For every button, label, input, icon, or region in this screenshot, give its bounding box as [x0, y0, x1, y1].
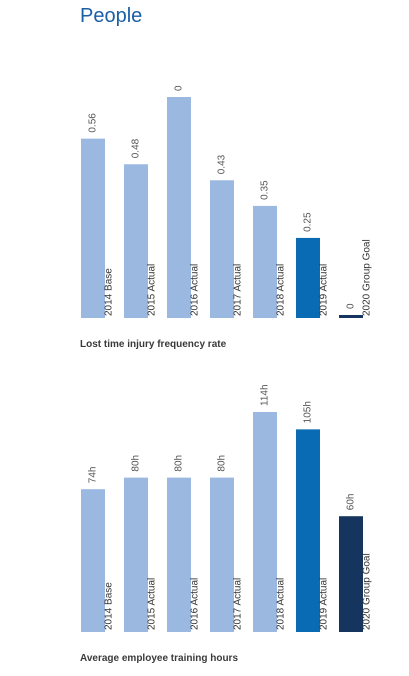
bar-4 — [253, 205, 277, 318]
category-label-1: 2015 Actual — [147, 264, 158, 316]
category-label-1: 2015 Actual — [147, 578, 158, 630]
bar-1 — [124, 477, 148, 632]
category-label-2: 2016 Actual — [190, 264, 201, 316]
training-hours-chart: 74h 2014 Base 80h 2015 Actual 80h 2016 Actual… — [81, 384, 373, 632]
ltifr-chart-title: Lost time injury frequency rate — [80, 339, 227, 350]
value-label-4: 114h — [260, 384, 271, 406]
value-label-2: 80h — [174, 455, 185, 472]
category-label-2: 2016 Actual — [190, 578, 201, 630]
value-label-0: 0.56 — [88, 113, 99, 133]
page-title: People — [80, 5, 143, 27]
training-hours-chart-title: Average employee training hours — [80, 653, 239, 664]
value-label-6: 60h — [346, 494, 357, 511]
value-label-3: 80h — [217, 455, 228, 472]
value-label-5: 105h — [303, 401, 314, 423]
value-label-2: 0.69 — [174, 85, 185, 91]
ltifr-chart: 0.56 2014 Base 0.48 2015 Actual 0.69 2016 Act… — [81, 85, 373, 318]
category-label-3: 2017 Actual — [233, 578, 244, 630]
bar-2 — [167, 97, 191, 318]
category-label-4: 2018 Actual — [276, 578, 287, 630]
value-label-0: 74h — [88, 467, 99, 484]
category-label-0: 2014 Base — [104, 582, 115, 630]
category-label-6: 2020 Group Goal — [362, 553, 373, 630]
category-label-0: 2014 Base — [104, 268, 115, 316]
category-label-5: 2019 Actual — [319, 264, 330, 316]
bar-0 — [81, 489, 105, 632]
category-label-4: 2018 Actual — [276, 264, 287, 316]
bar-2 — [167, 477, 191, 632]
category-label-3: 2017 Actual — [233, 264, 244, 316]
bar-6 — [339, 516, 363, 632]
category-label-6: 2020 Group Goal — [362, 239, 373, 316]
bar-3 — [210, 180, 234, 318]
value-label-4: 0.35 — [260, 180, 271, 200]
bar-1 — [124, 164, 148, 318]
value-label-1: 80h — [131, 455, 142, 472]
value-label-1: 0.48 — [131, 138, 142, 158]
value-label-5: 0.25 — [303, 212, 314, 232]
bar-3 — [210, 477, 234, 632]
bar-6 — [339, 315, 363, 318]
bar-4 — [253, 412, 277, 632]
value-label-6: 0 — [346, 303, 357, 309]
category-label-5: 2019 Actual — [319, 578, 330, 630]
value-label-3: 0.43 — [217, 154, 228, 174]
bar-0 — [81, 138, 105, 318]
bar-5 — [296, 429, 320, 632]
bar-5 — [296, 237, 320, 318]
